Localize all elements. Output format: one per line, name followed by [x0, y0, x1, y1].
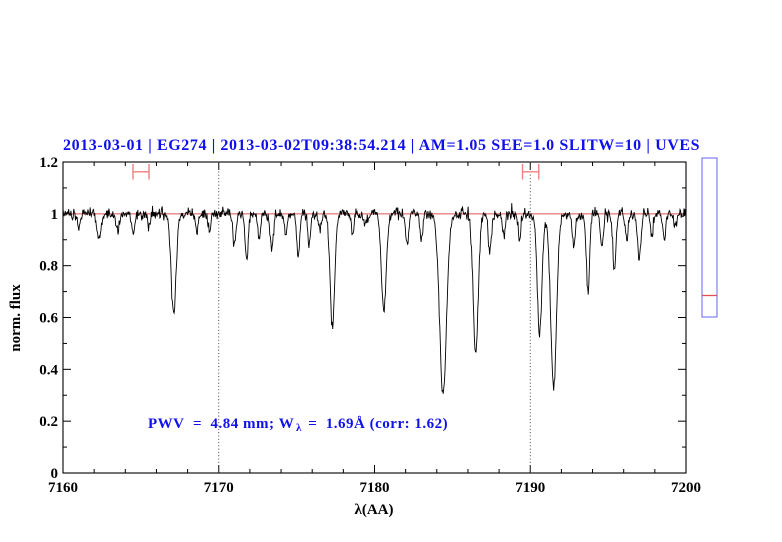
svg-text:λ(AA): λ(AA) — [354, 502, 393, 518]
svg-text:2013-03-01 | EG274 | 2013-03-0: 2013-03-01 | EG274 | 2013-03-02T09:38:54… — [63, 137, 700, 154]
svg-text:0.6: 0.6 — [39, 311, 58, 327]
svg-text:1: 1 — [51, 207, 59, 223]
svg-text:PWV = 4.84 mm; W: PWV = 4.84 mm; W — [148, 416, 294, 432]
svg-text:7160: 7160 — [48, 480, 78, 496]
svg-text:7200: 7200 — [671, 480, 701, 496]
svg-text:0.4: 0.4 — [39, 362, 58, 378]
svg-text:norm. flux: norm. flux — [8, 284, 24, 352]
svg-text:0.2: 0.2 — [39, 414, 58, 430]
svg-text:7170: 7170 — [204, 480, 234, 496]
svg-text:λ: λ — [296, 422, 302, 434]
svg-text:0.8: 0.8 — [39, 259, 58, 275]
svg-text:1.2: 1.2 — [39, 155, 58, 171]
svg-text:7180: 7180 — [360, 480, 390, 496]
svg-text:7190: 7190 — [515, 480, 545, 496]
svg-text:= 1.69Å (corr: 1.62): = 1.69Å (corr: 1.62) — [304, 416, 448, 432]
